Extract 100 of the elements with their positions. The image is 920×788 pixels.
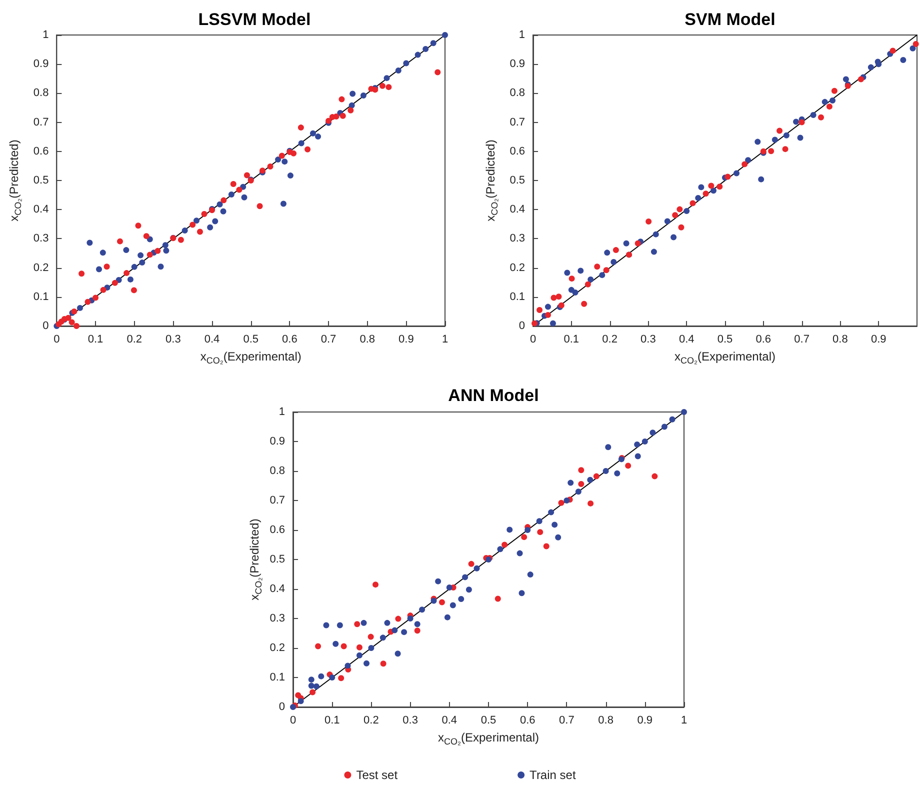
point [298, 124, 304, 131]
point [278, 152, 285, 159]
point [550, 294, 557, 301]
point [414, 628, 420, 634]
point [298, 698, 304, 704]
point [754, 138, 761, 145]
point [602, 468, 609, 474]
point [364, 660, 370, 666]
point [323, 622, 330, 628]
point [830, 97, 836, 104]
y-axis-title: xCO₂(Predicted) [7, 140, 23, 222]
point [552, 522, 558, 528]
point [207, 224, 214, 230]
point [348, 107, 354, 114]
x-tick-label: 0.9 [637, 714, 653, 726]
y-tick-label: 0.8 [33, 87, 49, 100]
x-tick-label: 0.4 [204, 334, 220, 346]
point [912, 41, 919, 48]
point [669, 416, 676, 422]
point [163, 248, 170, 254]
legend-label: Train set [530, 768, 576, 782]
point [76, 304, 83, 311]
x-tick-label: 0.2 [364, 714, 379, 726]
point [634, 453, 641, 460]
point [104, 264, 110, 270]
x-tick-label: 0.4 [678, 334, 694, 346]
point [78, 270, 85, 277]
point [568, 276, 575, 282]
point [578, 268, 584, 274]
y-tick-label: 0.5 [510, 174, 525, 186]
point [826, 104, 832, 110]
point [240, 184, 246, 190]
x-tick-label: 0.7 [559, 714, 574, 726]
point [356, 652, 362, 658]
point [698, 184, 704, 190]
point [236, 186, 242, 193]
point [612, 247, 619, 254]
y-tick-label: 0.9 [33, 58, 49, 70]
y-tick-label: 0.7 [270, 494, 285, 506]
point [313, 683, 320, 690]
point [112, 280, 118, 286]
y-tick-label: 0.5 [33, 174, 49, 186]
point [287, 172, 294, 179]
point [690, 200, 696, 206]
point [280, 200, 286, 207]
point [340, 643, 347, 650]
y-tick-label: 0.5 [270, 554, 285, 566]
point [308, 676, 314, 683]
point [910, 45, 916, 52]
point [146, 252, 153, 258]
point [384, 75, 390, 82]
point [329, 674, 336, 680]
point [394, 650, 401, 657]
point [858, 76, 864, 82]
x-tick-label: 0.1 [324, 714, 340, 726]
point [201, 210, 208, 217]
y-tick-label: 1 [518, 29, 525, 41]
point [768, 148, 774, 154]
point [354, 621, 360, 628]
point [634, 240, 641, 246]
point [220, 197, 227, 204]
y-tick-label: 0.3 [270, 612, 285, 624]
point [401, 629, 408, 636]
point [797, 134, 804, 141]
point [575, 488, 582, 495]
point [550, 320, 556, 326]
point [178, 236, 184, 243]
y-tick-label: 0.6 [33, 145, 49, 158]
point [395, 616, 402, 622]
point [716, 184, 723, 190]
point [442, 32, 448, 38]
point [584, 281, 591, 288]
point [564, 498, 570, 504]
point [758, 176, 764, 182]
x-tick-label: 0.3 [402, 714, 418, 726]
x-tick-label: 1 [680, 714, 688, 726]
point [318, 673, 324, 680]
x-tick-label: 0.9 [870, 334, 886, 346]
point [458, 596, 464, 602]
point [158, 264, 164, 270]
point [868, 64, 874, 70]
point [438, 599, 445, 606]
point [135, 222, 142, 229]
point [275, 156, 282, 163]
point [652, 231, 659, 238]
point [572, 290, 578, 296]
point [652, 473, 658, 480]
point [100, 250, 106, 256]
point [678, 224, 684, 230]
x-tick-label: 0.5 [243, 334, 258, 346]
point [123, 247, 130, 254]
point [336, 622, 343, 628]
point [661, 424, 668, 430]
point [604, 250, 610, 256]
point [558, 500, 564, 506]
y-axis-title: xCO₂(Predicted) [248, 518, 264, 600]
point [444, 614, 450, 620]
y-tick-label: 0 [42, 320, 49, 332]
point [372, 582, 378, 588]
point [368, 634, 374, 640]
